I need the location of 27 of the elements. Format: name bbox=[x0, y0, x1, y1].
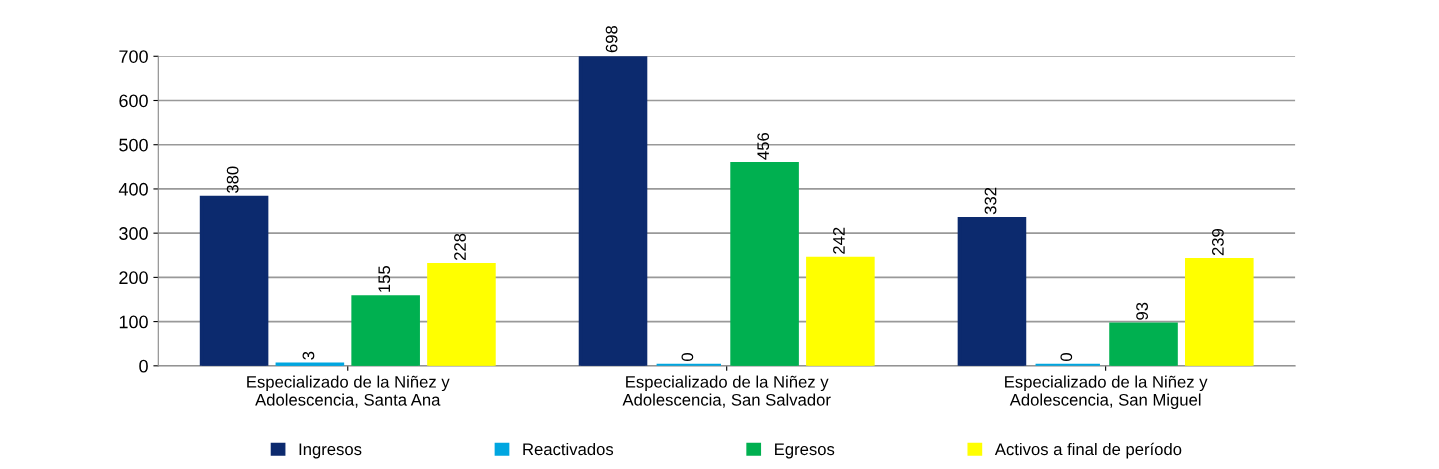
legend-label: Egresos bbox=[775, 443, 835, 459]
y-tick-label: 700 bbox=[119, 50, 148, 63]
data-label: 3 bbox=[302, 351, 315, 360]
data-label: 0 bbox=[681, 353, 694, 361]
legend-label: Reactivados bbox=[523, 442, 614, 456]
x-tick-label: Especializado de la Niñez y Adolescencia, San Salvador bbox=[622, 375, 831, 408]
x-tick-label: Especializado de la Niñez y Adolescencia, San Miguel bbox=[1005, 375, 1208, 410]
data-label: 0 bbox=[1060, 353, 1073, 361]
x-tick-label: Especializado de la Niñez y Adolescencia, Santa Ana bbox=[247, 375, 450, 408]
legend-label: Activos a final de período bbox=[994, 442, 1182, 459]
y-tick-label: 400 bbox=[118, 182, 148, 196]
data-label: 332 bbox=[984, 187, 997, 215]
data-label: 93 bbox=[1136, 302, 1148, 320]
data-label: 456 bbox=[757, 132, 770, 160]
y-tick-label: 200 bbox=[119, 271, 148, 285]
data-label: 698 bbox=[605, 25, 618, 53]
data-label: 155 bbox=[378, 266, 391, 292]
data-label: 242 bbox=[833, 227, 845, 254]
data-label: 380 bbox=[226, 166, 239, 193]
y-tick-label: 0 bbox=[139, 359, 148, 373]
legend-label: Ingresos bbox=[299, 443, 362, 459]
y-tick-label: 600 bbox=[119, 94, 148, 108]
y-tick-label: 300 bbox=[119, 227, 148, 240]
data-label: 239 bbox=[1211, 228, 1224, 256]
y-tick-label: 500 bbox=[119, 138, 148, 152]
data-label: 228 bbox=[454, 233, 466, 260]
y-tick-label: 100 bbox=[119, 315, 148, 329]
